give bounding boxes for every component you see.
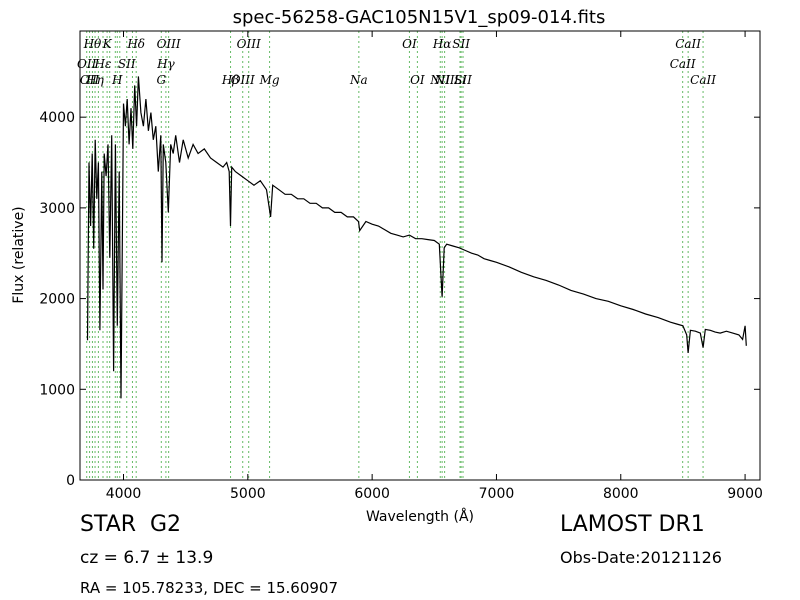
y-tick-label: 4000 bbox=[39, 110, 75, 126]
line-label: SII bbox=[118, 57, 136, 71]
y-tick-label: 2000 bbox=[39, 292, 75, 308]
line-label: Mg bbox=[259, 73, 280, 87]
line-label: Hη bbox=[85, 73, 104, 87]
x-axis-label: Wavelength (Å) bbox=[366, 508, 474, 525]
line-label: Hβ bbox=[221, 73, 239, 87]
line-label: CaII bbox=[670, 57, 696, 71]
chart-title: spec-56258-GAC105N15V1_sp09-014.fits bbox=[233, 7, 606, 28]
line-label: Na bbox=[349, 73, 368, 87]
line-label: OIII bbox=[237, 37, 261, 51]
observation-date: Obs-Date:20121126 bbox=[560, 548, 722, 567]
y-axis-label: Flux (relative) bbox=[11, 206, 27, 303]
y-tick-label: 3000 bbox=[39, 201, 75, 217]
line-label: OII bbox=[80, 73, 100, 87]
spectrum-line bbox=[86, 76, 747, 399]
line-label: Hα bbox=[432, 37, 452, 51]
object-class: STAR bbox=[80, 512, 137, 537]
line-label: OI bbox=[410, 73, 425, 87]
object-subclass: G2 bbox=[150, 512, 182, 537]
line-label: CaII bbox=[690, 73, 716, 87]
y-tick-label: 0 bbox=[66, 473, 75, 489]
line-label: SII bbox=[452, 37, 470, 51]
line-label: Hε bbox=[94, 57, 112, 71]
spectral-line-markers bbox=[86, 31, 704, 480]
x-tick-label: 7000 bbox=[479, 486, 515, 502]
line-label: OIII bbox=[231, 73, 255, 87]
x-tick-label: 6000 bbox=[354, 486, 390, 502]
line-label: Hδ bbox=[126, 37, 145, 51]
line-label: SII bbox=[454, 73, 472, 87]
line-label: NII bbox=[434, 73, 455, 87]
line-label: OI bbox=[402, 37, 417, 51]
line-label: G bbox=[157, 73, 167, 87]
x-tick-label: 5000 bbox=[230, 486, 266, 502]
sky-coordinates: RA = 105.78233, DEC = 15.60907 bbox=[80, 579, 339, 597]
survey-name: LAMOST DR1 bbox=[560, 512, 705, 537]
line-label: K bbox=[102, 37, 113, 51]
redshift-value: cz = 6.7 ± 13.9 bbox=[80, 548, 214, 568]
line-label: Hγ bbox=[156, 57, 175, 71]
y-tick-label: 1000 bbox=[39, 382, 75, 398]
line-label: Hθ bbox=[83, 37, 102, 51]
x-tick-label: 9000 bbox=[727, 486, 763, 502]
plot-frame bbox=[79, 30, 761, 481]
line-label: Li bbox=[453, 73, 466, 87]
x-axis: 4000 5000 6000 7000 8000 9000 bbox=[106, 31, 763, 502]
line-label: OII bbox=[77, 57, 97, 71]
x-tick-label: 4000 bbox=[106, 486, 142, 502]
line-label: H bbox=[111, 73, 123, 87]
line-label: OIII bbox=[157, 37, 181, 51]
y-axis: 0 1000 2000 3000 4000 bbox=[39, 110, 760, 489]
line-label: NII bbox=[429, 73, 450, 87]
line-label: CaII bbox=[675, 37, 701, 51]
x-tick-label: 8000 bbox=[603, 486, 639, 502]
